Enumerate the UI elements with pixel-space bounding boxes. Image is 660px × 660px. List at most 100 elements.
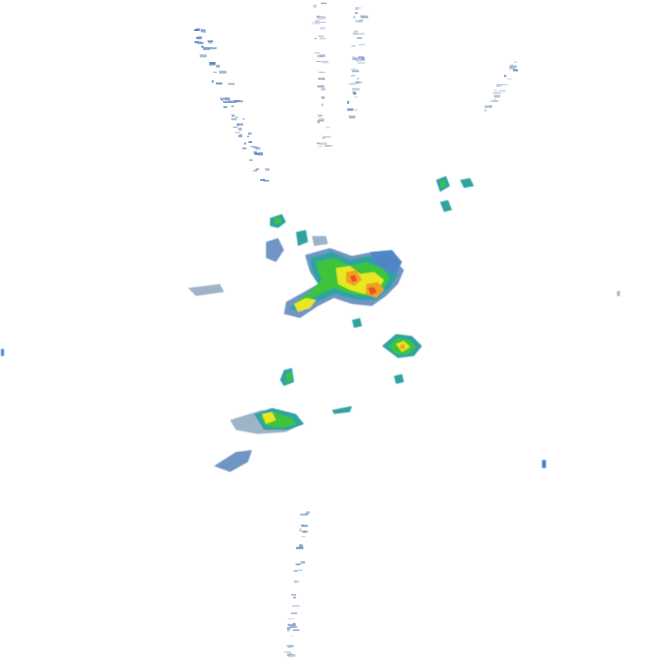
clutter-streak: [284, 651, 290, 653]
clutter-streak: [286, 645, 295, 647]
echo-cluster-red-2: [350, 275, 357, 282]
north-west-small-cells: [188, 214, 328, 296]
cell-nw-1-core: [274, 217, 281, 224]
clutter-streak: [299, 528, 302, 531]
clutter-streak: [194, 41, 198, 43]
clutter-streak: [352, 32, 358, 35]
clutter-streak: [325, 126, 330, 129]
clutter-streak: [290, 612, 298, 615]
clutter-streak: [254, 152, 259, 155]
clutter-streak: [300, 561, 305, 564]
clutter-streak: [247, 135, 250, 138]
cell-w-faint: [188, 284, 224, 296]
clutter-streak: [320, 2, 327, 5]
clutter-streak: [350, 75, 356, 77]
east-cell: [352, 318, 422, 384]
clutter-streak: [299, 530, 303, 532]
clutter-streak: [322, 60, 329, 64]
clutter-streak: [351, 45, 356, 47]
clutter-streak: [351, 70, 360, 73]
clutter-streak: [292, 605, 300, 607]
clutter-streak: [200, 29, 206, 32]
clutter-streak: [294, 580, 299, 583]
clutter-streak: [288, 618, 295, 620]
clutter-streak: [318, 77, 325, 80]
clutter-spoke-north-west: [194, 28, 270, 182]
clutter-streak: [321, 103, 324, 107]
clutter-streak: [356, 77, 360, 80]
clutter-streak: [201, 45, 204, 48]
clutter-streak: [208, 64, 216, 66]
clutter-streak: [211, 80, 214, 83]
east-cell-peak: [400, 344, 405, 349]
clutter-streak: [234, 100, 237, 103]
clutter-streak: [291, 594, 297, 596]
clutter-streak: [358, 43, 366, 46]
clutter-streak: [514, 61, 517, 63]
clutter-streak: [235, 131, 241, 134]
clutter-streak: [300, 513, 308, 516]
clutter-streak: [257, 152, 263, 156]
clutter-streak: [236, 124, 240, 126]
clutter-streak: [494, 95, 501, 98]
clutter-streak: [320, 27, 326, 30]
clutter-streak: [356, 37, 363, 39]
clutter-streak: [320, 87, 326, 91]
clutter-streak: [358, 7, 362, 9]
clutter-streak: [255, 147, 261, 150]
clutter-streak: [349, 115, 356, 119]
clutter-streak: [208, 48, 216, 50]
clutter-spoke-north-east: [484, 61, 519, 112]
clutter-streak: [252, 170, 258, 172]
precipitation-echoes: [1, 176, 620, 472]
clutter-streak: [231, 118, 237, 121]
clutter-streak: [231, 114, 235, 117]
clutter-streak: [243, 142, 247, 145]
clutter-streak: [209, 62, 216, 65]
echo-cluster-yellow-west: [294, 298, 316, 312]
clutter-streak: [325, 145, 330, 147]
clutter-streak: [510, 63, 514, 65]
clutter-streak: [199, 42, 203, 44]
clutter-streak: [238, 127, 242, 131]
east-cell-small: [394, 374, 404, 384]
central-storm-cluster: [284, 248, 404, 318]
clutter-streak: [301, 525, 308, 528]
clutter-spoke-north: [311, 2, 333, 147]
clutter-streak: [499, 89, 506, 93]
clutter-streak: [318, 118, 325, 122]
clutter-streak: [354, 108, 358, 112]
clutter-streak: [293, 569, 298, 572]
clutter-streak: [289, 651, 291, 655]
clutter-streak: [506, 78, 512, 80]
clutter-streak: [223, 106, 228, 109]
clutter-streak: [210, 47, 217, 49]
clutter-streak: [347, 100, 350, 104]
clutter-streak: [298, 569, 303, 572]
clutter-streak: [314, 19, 320, 23]
sw-cell-trail: [214, 450, 252, 472]
clutter-streak: [493, 98, 497, 101]
clutter-streak: [499, 84, 506, 86]
clutter-streak: [238, 135, 242, 138]
clutter-streak: [287, 623, 296, 627]
echo-cluster-red: [368, 287, 377, 295]
clutter-streak: [242, 147, 247, 150]
clutter-streak: [302, 530, 307, 533]
clutter-streak: [293, 596, 296, 599]
clutter-streak: [289, 654, 295, 657]
clutter-streak: [289, 626, 298, 628]
clutter-streak: [357, 62, 366, 64]
clutter-streak: [356, 32, 365, 35]
clutter-streak: [319, 37, 326, 40]
clutter-streak: [286, 627, 291, 630]
clutter-streak: [490, 100, 499, 102]
north-east-small-cells: [436, 176, 474, 212]
clutter-streak: [350, 68, 358, 71]
echo-cluster-north-blue: [370, 250, 402, 274]
clutter-streak: [502, 84, 510, 85]
clutter-streak: [318, 35, 324, 37]
clutter-streak: [295, 546, 303, 550]
clutter-streak: [295, 563, 300, 566]
